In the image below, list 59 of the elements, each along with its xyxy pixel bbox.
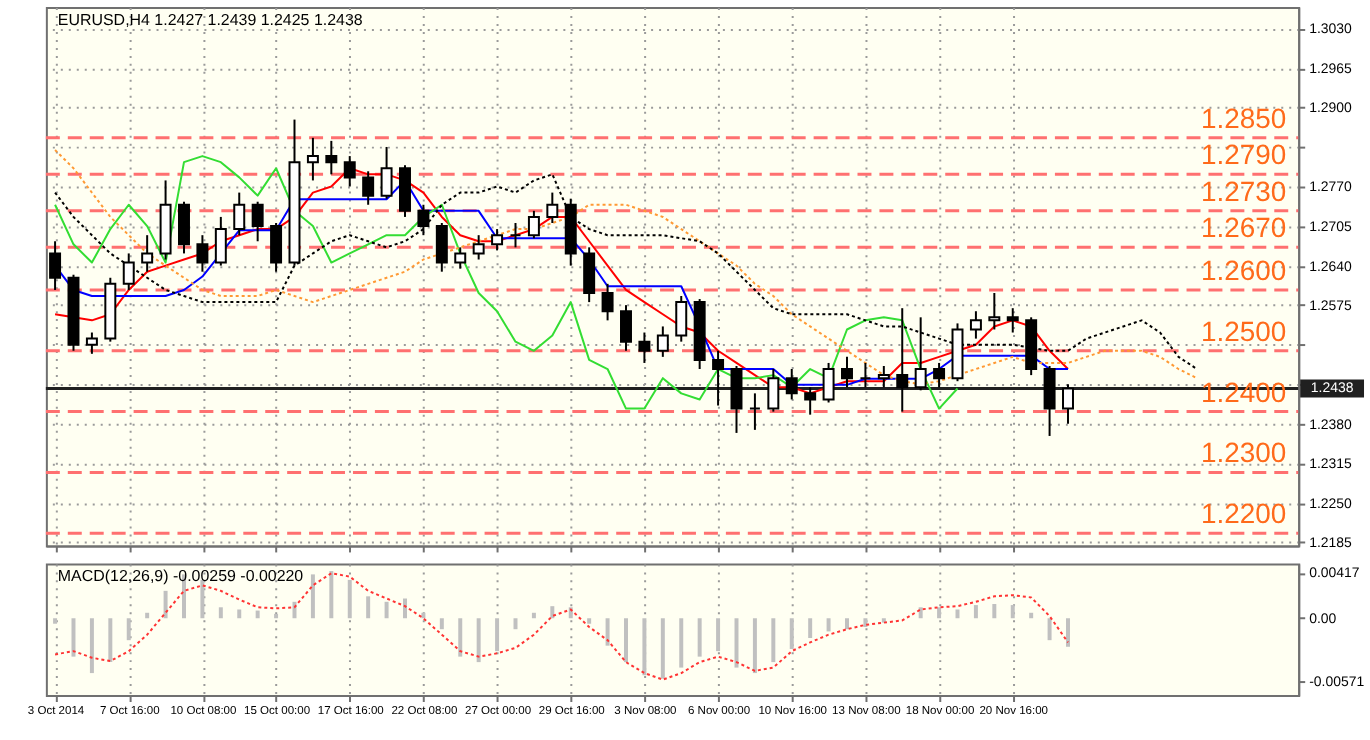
candlestick <box>583 246 596 304</box>
candlestick <box>214 215 227 267</box>
candlestick <box>491 228 504 252</box>
candlestick <box>122 252 135 291</box>
candlestick <box>877 364 890 389</box>
candlestick <box>638 331 651 364</box>
ref-line-label: 1.2200 <box>1200 497 1287 530</box>
candlestick <box>49 240 62 291</box>
candlestick <box>730 364 743 434</box>
candlestick <box>178 200 190 255</box>
line-series <box>54 155 959 410</box>
line-series <box>54 572 1069 681</box>
candlestick <box>785 368 798 401</box>
candlestick <box>380 145 393 200</box>
candlestick <box>362 170 375 206</box>
candlestick <box>841 355 853 389</box>
candlestick <box>141 234 154 273</box>
chart-title: EURUSD,H4 1.2427 1.2439 1.2425 1.2438 <box>57 10 364 29</box>
ref-line-label: 1.2600 <box>1200 253 1287 286</box>
candlestick <box>1043 364 1056 437</box>
candlestick <box>454 246 467 270</box>
chart-title: MACD(12,26,9) -0.00259 -0.00220 <box>57 567 305 586</box>
ref-line-label: 1.2730 <box>1200 174 1287 207</box>
candlestick <box>306 136 319 182</box>
candlestick <box>233 191 246 237</box>
candlestick <box>85 331 98 355</box>
candlestick <box>270 222 283 273</box>
candlestick <box>822 361 835 404</box>
candlestick <box>417 203 430 237</box>
candlestick <box>509 222 522 249</box>
candlestick <box>1006 307 1019 334</box>
candlestick <box>546 191 559 225</box>
candlestick <box>712 349 725 407</box>
candlestick <box>767 368 780 413</box>
ref-line-label: 1.2850 <box>1200 101 1287 134</box>
candlestick <box>933 361 946 389</box>
candlestick <box>748 392 761 431</box>
ref-line-label: 1.2500 <box>1200 314 1287 347</box>
candlestick <box>472 234 485 261</box>
candlestick <box>251 200 264 243</box>
candlestick <box>859 361 872 389</box>
candlestick <box>325 139 338 176</box>
ref-line-label: 1.2790 <box>1200 138 1287 171</box>
candlestick <box>527 209 540 240</box>
ref-line-label: 1.2670 <box>1200 211 1287 244</box>
candlestick <box>988 291 1001 331</box>
candlestick <box>435 222 448 273</box>
candlestick <box>675 295 688 343</box>
candlestick <box>656 325 669 358</box>
candlestick <box>343 155 356 188</box>
candlestick <box>804 386 817 416</box>
candlestick <box>399 164 411 218</box>
line-series <box>54 149 1198 386</box>
candlestick <box>196 234 209 273</box>
ref-line-label: 1.2300 <box>1200 436 1287 469</box>
candlestick <box>1062 383 1074 425</box>
candlestick <box>969 310 982 340</box>
candlestick <box>620 304 632 352</box>
candlestick <box>601 282 614 322</box>
